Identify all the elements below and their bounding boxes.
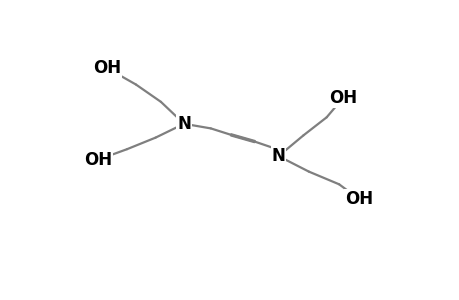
Text: N: N xyxy=(177,115,190,133)
Text: OH: OH xyxy=(328,89,356,107)
Text: OH: OH xyxy=(344,190,372,208)
Text: N: N xyxy=(271,147,285,165)
Text: OH: OH xyxy=(84,151,112,169)
Text: OH: OH xyxy=(93,59,121,77)
